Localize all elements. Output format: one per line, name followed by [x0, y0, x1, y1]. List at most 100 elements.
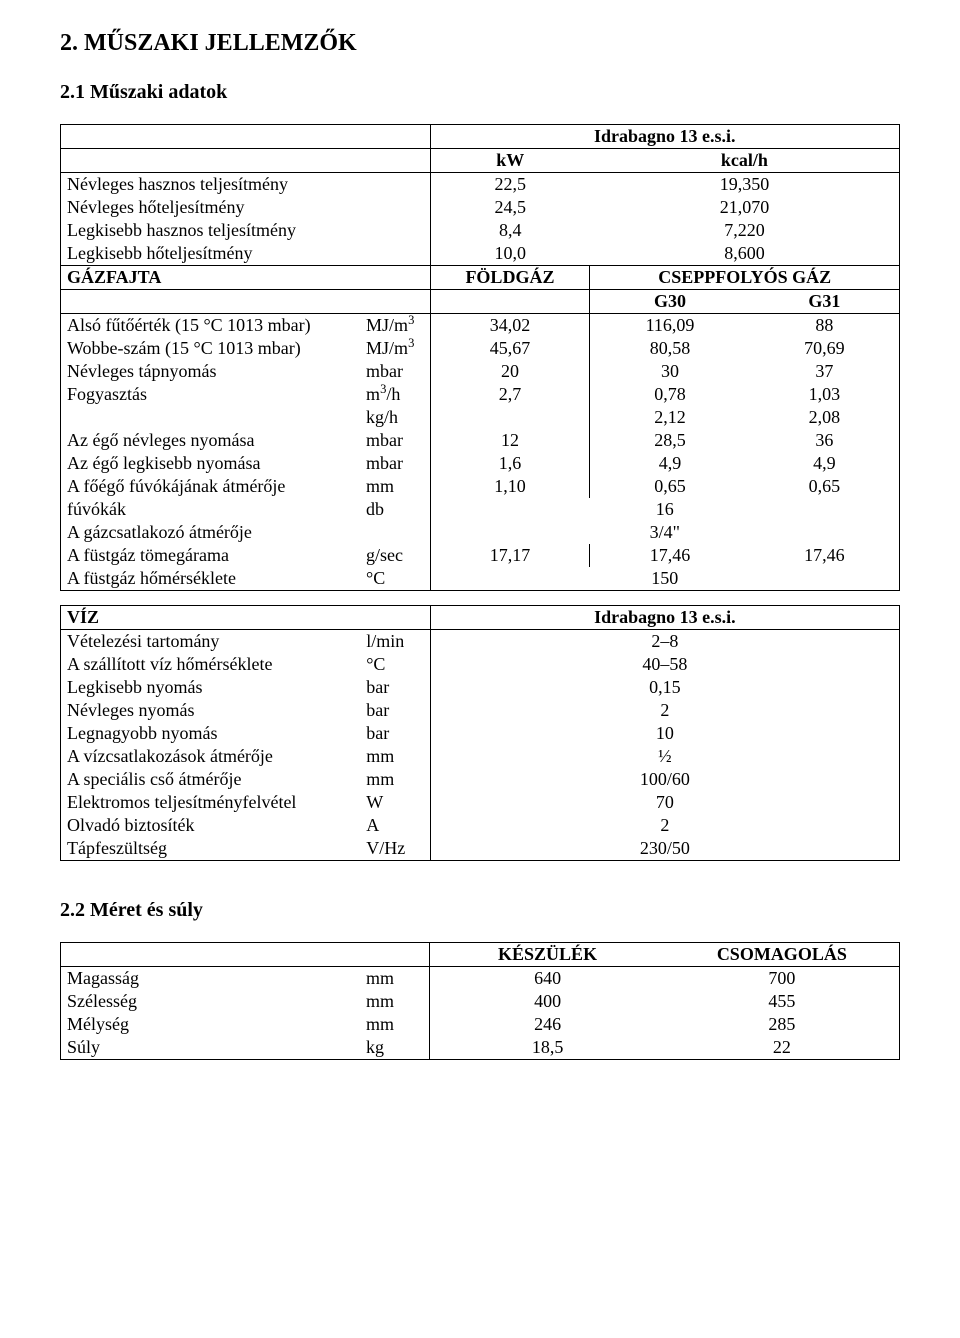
unit: m3/h	[360, 383, 430, 406]
table-row: GÁZFAJTA FÖLDGÁZ CSEPPFOLYÓS GÁZ	[61, 266, 900, 290]
table-row: A füstgáz tömegárama g/sec 17,17 17,46 1…	[61, 544, 900, 567]
unit: l/min	[360, 630, 430, 654]
table-row: Névleges nyomás bar 2	[61, 699, 900, 722]
row-label: Wobbe-szám (15 °C 1013 mbar)	[61, 337, 361, 360]
unit: MJ/m3	[360, 337, 430, 360]
table-row: A szállított víz hőmérséklete °C 40–58	[61, 653, 900, 676]
row-label: Alsó fűtőérték (15 °C 1013 mbar)	[61, 314, 361, 338]
col-header: KÉSZÜLÉK	[430, 943, 665, 967]
cell: 100/60	[430, 768, 899, 791]
table-row: Legkisebb hőteljesítmény 10,0 8,600	[61, 242, 900, 266]
table-row: Alsó fűtőérték (15 °C 1013 mbar) MJ/m3 3…	[61, 314, 900, 338]
row-label: Elektromos teljesítményfelvétel	[61, 791, 361, 814]
col-header: G30	[590, 290, 750, 314]
unit	[360, 521, 430, 544]
table-row: Az égő legkisebb nyomása mbar 1,6 4,9 4,…	[61, 452, 900, 475]
cell: 2–8	[430, 630, 899, 654]
unit: W	[360, 791, 430, 814]
cell: 1,6	[430, 452, 590, 475]
unit: mbar	[360, 429, 430, 452]
cell: 7,220	[590, 219, 900, 242]
row-label: Az égő legkisebb nyomása	[61, 452, 361, 475]
cell: 1,03	[750, 383, 900, 406]
row-label: Magasság	[61, 967, 361, 991]
cell: 17,46	[590, 544, 750, 567]
row-label: Súly	[61, 1036, 361, 1060]
unit: mm	[360, 768, 430, 791]
cell: 4,9	[750, 452, 900, 475]
unit: °C	[360, 567, 430, 591]
cell: 8,4	[430, 219, 590, 242]
unit: kg/h	[360, 406, 430, 429]
col-header: kW	[430, 149, 590, 173]
cell: 17,17	[430, 544, 590, 567]
cell: 20	[430, 360, 590, 383]
row-label: Olvadó biztosíték	[61, 814, 361, 837]
cell: 45,67	[430, 337, 590, 360]
cell: 70	[430, 791, 899, 814]
cell: 400	[430, 990, 665, 1013]
table-row: VÍZ Idrabagno 13 e.s.i.	[61, 606, 900, 630]
table-row: Fogyasztás m3/h 2,7 0,78 1,03	[61, 383, 900, 406]
unit: A	[360, 814, 430, 837]
row-label: Vételezési tartomány	[61, 630, 361, 654]
row-label: A füstgáz tömegárama	[61, 544, 361, 567]
row-label: Tápfeszültség	[61, 837, 361, 861]
unit: bar	[360, 722, 430, 745]
row-label: Névleges nyomás	[61, 699, 361, 722]
table-row: Vételezési tartomány l/min 2–8	[61, 630, 900, 654]
row-label: Legnagyobb nyomás	[61, 722, 361, 745]
technical-data-table: Idrabagno 13 e.s.i. kW kcal/h Névleges h…	[60, 124, 900, 591]
table-row: fúvókák db 16	[61, 498, 900, 521]
cell: 30	[590, 360, 750, 383]
row-label: Legkisebb hőteljesítmény	[61, 242, 431, 266]
unit: MJ/m3	[360, 314, 430, 338]
table-row: A főégő fúvókájának átmérője mm 1,10 0,6…	[61, 475, 900, 498]
row-label: Névleges hasznos teljesítmény	[61, 173, 431, 197]
cell: 19,350	[590, 173, 900, 197]
row-label: Mélység	[61, 1013, 361, 1036]
water-table: VÍZ Idrabagno 13 e.s.i. Vételezési tarto…	[60, 605, 900, 861]
table-row: A vízcsatlakozások átmérője mm ½	[61, 745, 900, 768]
cell: 0,65	[750, 475, 900, 498]
table-row: A füstgáz hőmérséklete °C 150	[61, 567, 900, 591]
section-heading: 2. MŰSZAKI JELLEMZŐK	[60, 30, 900, 57]
table-row: Szélesség mm 400 455	[61, 990, 900, 1013]
row-label: Szélesség	[61, 990, 361, 1013]
table-row: Idrabagno 13 e.s.i.	[61, 125, 900, 149]
table-row: G30 G31	[61, 290, 900, 314]
unit: mm	[360, 990, 430, 1013]
table-row: Az égő névleges nyomása mbar 12 28,5 36	[61, 429, 900, 452]
subsection-heading-1: 2.1 Műszaki adatok	[60, 81, 900, 104]
cell: 36	[750, 429, 900, 452]
water-header-label: VÍZ	[61, 606, 431, 630]
cell: 2,7	[430, 383, 590, 406]
cell: 10,0	[430, 242, 590, 266]
cell: ½	[430, 745, 899, 768]
row-label: Névleges hőteljesítmény	[61, 196, 431, 219]
cell: 22	[665, 1036, 900, 1060]
model-header: Idrabagno 13 e.s.i.	[430, 125, 899, 149]
cell: 12	[430, 429, 590, 452]
cell: 116,09	[590, 314, 750, 338]
subsection-heading-2: 2.2 Méret és súly	[60, 899, 900, 922]
unit: bar	[360, 676, 430, 699]
table-row: Magasság mm 640 700	[61, 967, 900, 991]
cell: 2	[430, 699, 899, 722]
cell: 640	[430, 967, 665, 991]
cell: 40–58	[430, 653, 899, 676]
table-row: kg/h 2,12 2,08	[61, 406, 900, 429]
model-header: Idrabagno 13 e.s.i.	[430, 606, 899, 630]
cell: 2,08	[750, 406, 900, 429]
cell	[430, 406, 590, 429]
table-row: Olvadó biztosíték A 2	[61, 814, 900, 837]
unit: mm	[360, 967, 430, 991]
cell: 150	[430, 567, 899, 591]
col-header: kcal/h	[590, 149, 900, 173]
cell: 4,9	[590, 452, 750, 475]
unit: mbar	[360, 452, 430, 475]
row-label: Fogyasztás	[61, 383, 361, 406]
table-row: Névleges hasznos teljesítmény 22,5 19,35…	[61, 173, 900, 197]
cell: 28,5	[590, 429, 750, 452]
row-label: Legkisebb nyomás	[61, 676, 361, 699]
